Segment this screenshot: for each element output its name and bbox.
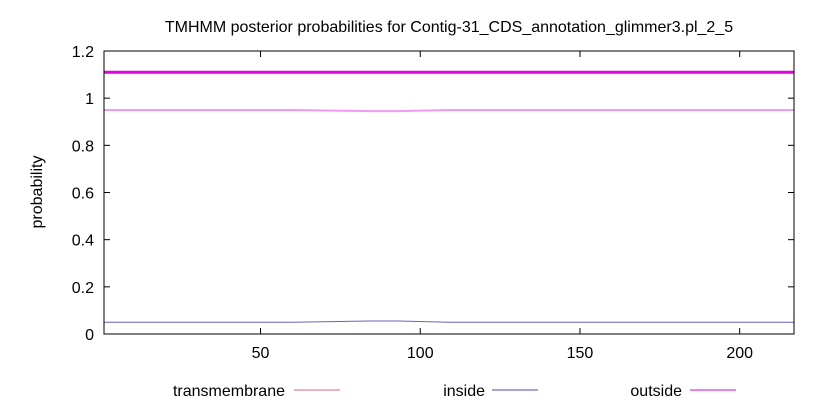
y-tick-label: 0.6: [72, 186, 94, 203]
tick-layer: 0 0.2 0.4 0.6 0.8 1 1.2 50 100 150 200: [72, 44, 794, 362]
x-tick-label: 200: [726, 345, 753, 362]
legend-label: outside: [630, 383, 682, 400]
legend-label: inside: [443, 383, 485, 400]
series-line-inside: [104, 320, 794, 323]
y-tick-label: 1.2: [72, 44, 94, 61]
legend: transmembrane inside outside: [173, 383, 736, 400]
legend-item-transmembrane: transmembrane: [173, 383, 340, 400]
chart-title: TMHMM posterior probabilities for Contig…: [165, 19, 733, 36]
x-tick-label: 50: [252, 345, 270, 362]
y-axis-label: probability: [29, 156, 46, 229]
y-tick-label: 0.4: [72, 233, 94, 250]
y-tick-label: 0.8: [72, 138, 94, 155]
x-tick-label: 100: [407, 345, 434, 362]
legend-item-outside: outside: [630, 383, 736, 400]
legend-item-inside: inside: [443, 383, 538, 400]
x-tick-label: 150: [567, 345, 594, 362]
y-tick-label: 0.2: [72, 280, 94, 297]
y-tick-label: 0: [85, 327, 94, 344]
series-line-outside: [104, 108, 794, 113]
legend-label: transmembrane: [173, 383, 285, 400]
y-tick-label: 1: [85, 91, 94, 108]
